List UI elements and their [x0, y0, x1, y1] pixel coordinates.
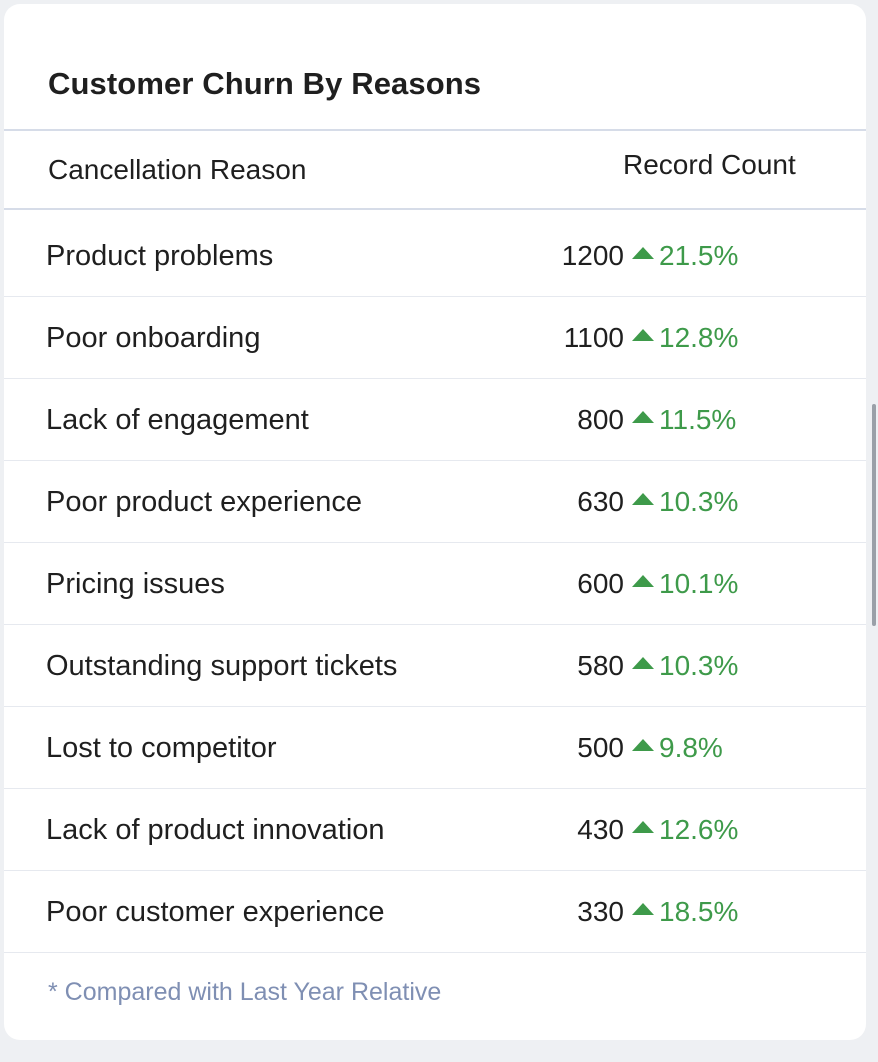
table-row[interactable]: Pricing issues 600 10.1% [4, 543, 866, 625]
cancellation-reason: Lost to competitor [46, 732, 277, 764]
change-percent: 18.5% [659, 896, 739, 927]
record-count: 800 [577, 404, 624, 435]
change-indicator: 12.6% [632, 789, 738, 871]
widget-title: Customer Churn By Reasons [48, 66, 482, 101]
change-percent: 12.8% [659, 322, 739, 353]
cancellation-reason: Poor customer experience [46, 896, 385, 928]
change-percent: 21.5% [659, 240, 739, 271]
change-percent: 12.6% [659, 814, 739, 845]
triangle-up-icon [632, 493, 654, 505]
cancellation-reason: Poor onboarding [46, 322, 261, 354]
change-indicator: 21.5% [632, 215, 738, 297]
scrollbar-thumb[interactable] [872, 404, 876, 626]
change-indicator: 18.5% [632, 871, 738, 953]
record-count: 600 [577, 568, 624, 599]
change-indicator: 11.5% [632, 379, 736, 461]
record-count: 1200 [561, 240, 624, 271]
change-indicator: 10.3% [632, 625, 738, 707]
change-indicator: 12.8% [632, 297, 738, 379]
table-row[interactable]: Product problems 1200 21.5% [4, 215, 866, 297]
triangle-up-icon [632, 411, 654, 423]
change-indicator: 10.1% [632, 543, 738, 625]
record-count: 580 [577, 650, 624, 681]
change-indicator: 9.8% [632, 707, 723, 789]
record-count: 500 [577, 732, 624, 763]
column-header-reason[interactable]: Cancellation Reason [48, 154, 307, 185]
header-bottom-divider [4, 208, 866, 210]
table-row[interactable]: Lost to competitor 500 9.8% [4, 707, 866, 789]
record-count: 330 [577, 896, 624, 927]
change-percent: 11.5% [659, 404, 737, 435]
triangle-up-icon [632, 657, 654, 669]
change-percent: 10.3% [659, 650, 739, 681]
triangle-up-icon [632, 821, 654, 833]
change-percent: 10.3% [659, 486, 739, 517]
cancellation-reason: Lack of product innovation [46, 814, 385, 846]
table-row[interactable]: Outstanding support tickets 580 10.3% [4, 625, 866, 707]
change-percent: 9.8% [659, 732, 723, 763]
header-top-divider [4, 129, 866, 131]
triangle-up-icon [632, 247, 654, 259]
footnote: * Compared with Last Year Relative [48, 978, 442, 1006]
churn-table-body: Product problems 1200 21.5% Poor onboarding… [4, 215, 866, 953]
triangle-up-icon [632, 329, 654, 341]
churn-widget-card: Customer Churn By Reasons Cancellation R… [4, 4, 866, 1040]
triangle-up-icon [632, 575, 654, 587]
change-indicator: 10.3% [632, 461, 738, 543]
table-row[interactable]: Poor onboarding 1100 12.8% [4, 297, 866, 379]
record-count: 630 [577, 486, 624, 517]
cancellation-reason: Lack of engagement [46, 404, 309, 436]
triangle-up-icon [632, 903, 654, 915]
cancellation-reason: Pricing issues [46, 568, 225, 600]
table-row[interactable]: Lack of engagement 800 11.5% [4, 379, 866, 461]
cancellation-reason: Outstanding support tickets [46, 650, 398, 682]
cancellation-reason: Poor product experience [46, 486, 362, 518]
change-percent: 10.1% [659, 568, 739, 599]
record-count: 430 [577, 814, 624, 845]
triangle-up-icon [632, 739, 654, 751]
table-row[interactable]: Poor product experience 630 10.3% [4, 461, 866, 543]
table-row[interactable]: Lack of product innovation 430 12.6% [4, 789, 866, 871]
cancellation-reason: Product problems [46, 240, 274, 272]
column-header-count[interactable]: Record Count [623, 149, 796, 180]
table-row[interactable]: Poor customer experience 330 18.5% [4, 871, 866, 953]
record-count: 1100 [563, 322, 624, 353]
